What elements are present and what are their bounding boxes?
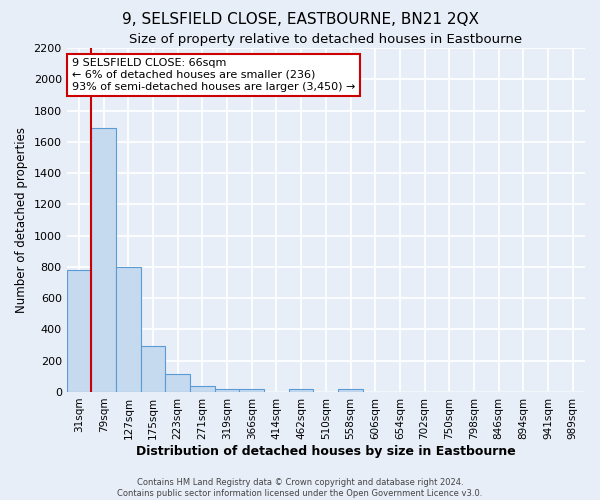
Bar bbox=[166, 374, 190, 392]
Y-axis label: Number of detached properties: Number of detached properties bbox=[15, 127, 28, 313]
Bar bbox=[190, 386, 215, 392]
X-axis label: Distribution of detached houses by size in Eastbourne: Distribution of detached houses by size … bbox=[136, 444, 516, 458]
Bar bbox=[116, 267, 141, 392]
Bar bbox=[67, 270, 91, 392]
Text: 9 SELSFIELD CLOSE: 66sqm
← 6% of detached houses are smaller (236)
93% of semi-d: 9 SELSFIELD CLOSE: 66sqm ← 6% of detache… bbox=[72, 58, 355, 92]
Bar bbox=[91, 128, 116, 392]
Bar bbox=[141, 346, 166, 392]
Title: Size of property relative to detached houses in Eastbourne: Size of property relative to detached ho… bbox=[129, 32, 523, 46]
Bar bbox=[338, 389, 363, 392]
Text: Contains HM Land Registry data © Crown copyright and database right 2024.
Contai: Contains HM Land Registry data © Crown c… bbox=[118, 478, 482, 498]
Bar bbox=[239, 389, 264, 392]
Text: 9, SELSFIELD CLOSE, EASTBOURNE, BN21 2QX: 9, SELSFIELD CLOSE, EASTBOURNE, BN21 2QX bbox=[121, 12, 479, 28]
Bar bbox=[215, 389, 239, 392]
Bar bbox=[289, 389, 313, 392]
